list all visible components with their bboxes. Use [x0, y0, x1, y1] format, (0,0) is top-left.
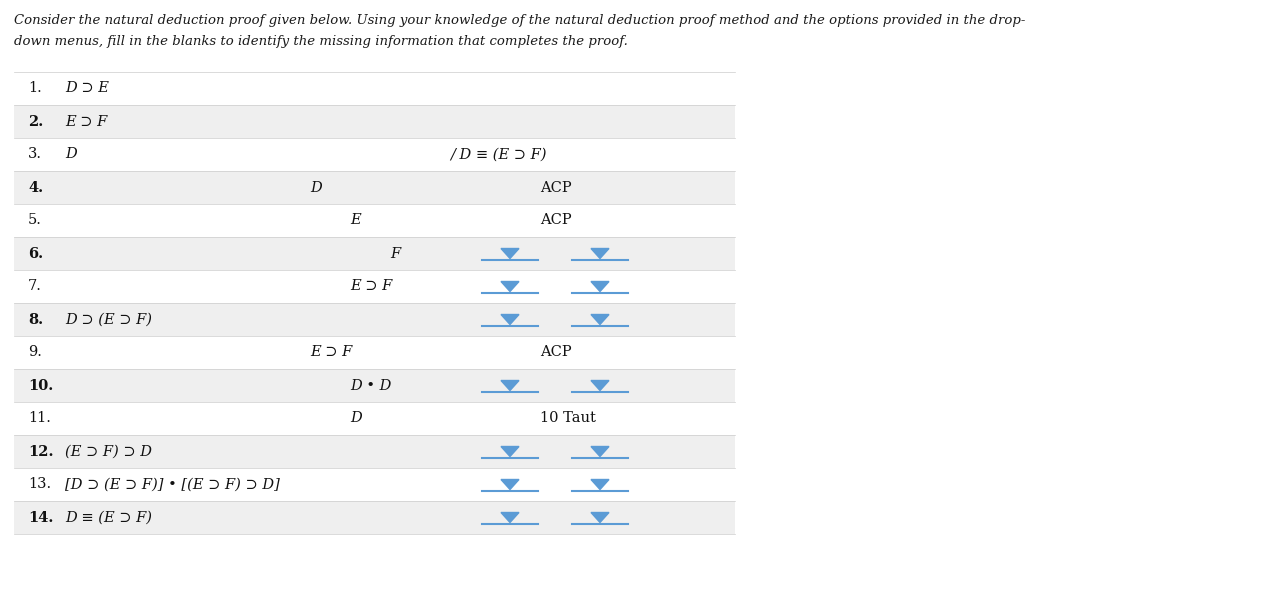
Bar [14, 402, 735, 435]
Text: 5.: 5. [28, 214, 42, 228]
Text: 8.: 8. [28, 313, 43, 326]
Bar [14, 237, 735, 270]
Text: D ⊃ E: D ⊃ E [65, 81, 109, 95]
Text: 2.: 2. [28, 114, 43, 129]
Text: 14.: 14. [28, 510, 54, 524]
Text: ACP: ACP [541, 346, 571, 359]
Bar [14, 369, 735, 402]
Text: 6.: 6. [28, 247, 43, 261]
Text: D: D [65, 147, 77, 162]
Text: [D ⊃ (E ⊃ F)] • [(E ⊃ F) ⊃ D]: [D ⊃ (E ⊃ F)] • [(E ⊃ F) ⊃ D] [65, 477, 280, 491]
Bar [14, 501, 735, 534]
Text: 9.: 9. [28, 346, 42, 359]
Text: Consider the natural deduction proof given below. Using your knowledge of the na: Consider the natural deduction proof giv… [14, 14, 1025, 27]
Text: 3.: 3. [28, 147, 42, 162]
Text: D: D [350, 411, 362, 425]
Polygon shape [590, 282, 610, 291]
Text: E ⊃ F: E ⊃ F [65, 114, 107, 129]
Polygon shape [501, 512, 519, 523]
Bar [14, 468, 735, 501]
Text: / D ≡ (E ⊃ F): / D ≡ (E ⊃ F) [450, 147, 547, 162]
Polygon shape [590, 512, 610, 523]
Text: E: E [350, 214, 360, 228]
Text: F: F [390, 247, 400, 261]
Text: 10 Taut: 10 Taut [541, 411, 596, 425]
Bar [14, 336, 735, 369]
Text: 7.: 7. [28, 280, 42, 294]
Polygon shape [501, 381, 519, 390]
Bar [14, 204, 735, 237]
Polygon shape [590, 248, 610, 258]
Polygon shape [590, 447, 610, 457]
Text: ACP: ACP [541, 181, 571, 195]
Bar [14, 435, 735, 468]
Text: E ⊃ F: E ⊃ F [311, 346, 353, 359]
Polygon shape [590, 315, 610, 324]
Bar [14, 138, 735, 171]
Bar [14, 105, 735, 138]
Text: D ≡ (E ⊃ F): D ≡ (E ⊃ F) [65, 510, 152, 524]
Bar [14, 303, 735, 336]
Text: down menus, fill in the blanks to identify the missing information that complete: down menus, fill in the blanks to identi… [14, 35, 627, 48]
Text: 4.: 4. [28, 181, 43, 195]
Text: D • D: D • D [350, 378, 391, 392]
Text: 12.: 12. [28, 444, 54, 458]
Text: E ⊃ F: E ⊃ F [350, 280, 392, 294]
Polygon shape [501, 447, 519, 457]
Bar [14, 72, 735, 105]
Text: D: D [311, 181, 322, 195]
Text: (E ⊃ F) ⊃ D: (E ⊃ F) ⊃ D [65, 444, 152, 458]
Polygon shape [501, 282, 519, 291]
Text: D ⊃ (E ⊃ F): D ⊃ (E ⊃ F) [65, 313, 152, 326]
Polygon shape [590, 479, 610, 490]
Bar [14, 270, 735, 303]
Bar [14, 171, 735, 204]
Text: 13.: 13. [28, 477, 51, 491]
Text: 10.: 10. [28, 378, 54, 392]
Polygon shape [590, 381, 610, 390]
Text: ACP: ACP [541, 214, 571, 228]
Polygon shape [501, 315, 519, 324]
Polygon shape [501, 479, 519, 490]
Polygon shape [501, 248, 519, 258]
Text: 1.: 1. [28, 81, 42, 95]
Text: 11.: 11. [28, 411, 51, 425]
